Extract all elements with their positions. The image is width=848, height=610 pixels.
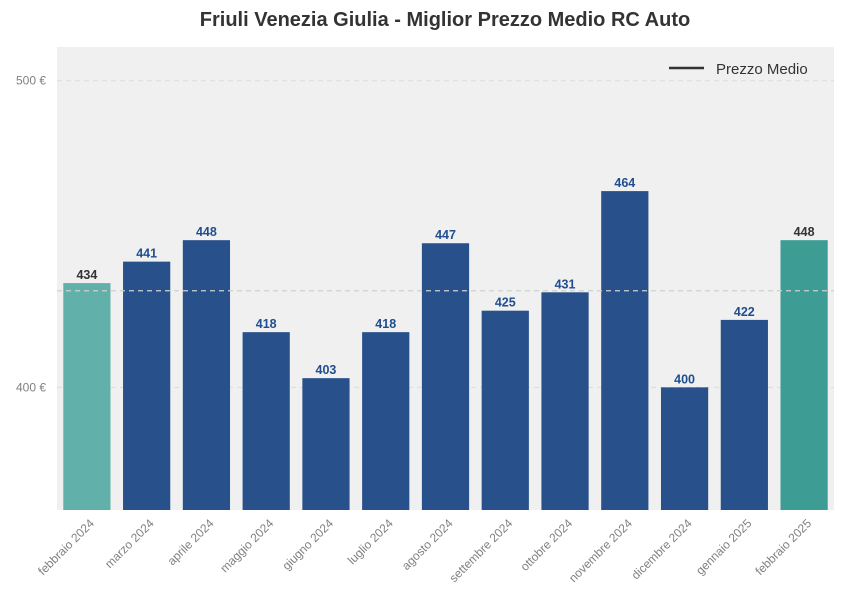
bar (63, 283, 111, 510)
bar (242, 332, 290, 510)
x-tick-label: febbraio 2024 (35, 516, 97, 578)
bar-value-label: 448 (196, 225, 217, 239)
bar-value-label: 403 (316, 363, 337, 377)
bar (123, 261, 171, 510)
bar (182, 240, 231, 510)
bar (362, 332, 410, 510)
bar-value-label: 448 (794, 225, 815, 239)
x-tick-label: aprile 2024 (165, 516, 217, 568)
bar (780, 240, 828, 510)
bar (481, 310, 529, 510)
x-tick-label: marzo 2024 (102, 516, 157, 571)
bar (421, 243, 470, 510)
x-tick-label: luglio 2024 (345, 516, 396, 567)
bar-value-label: 425 (495, 296, 516, 310)
bar-value-label: 447 (435, 228, 456, 242)
legend-label: Prezzo Medio (716, 61, 808, 78)
x-tick-label: novembre 2024 (566, 516, 635, 585)
x-tick-label: agosto 2024 (399, 516, 456, 573)
x-axis: febbraio 2024 marzo 2024 aprile 2024 maggio… (35, 516, 814, 585)
bar (720, 319, 768, 510)
bar (660, 387, 709, 510)
bar-value-label: 464 (614, 176, 635, 190)
bars (63, 191, 828, 510)
bar-value-label: 418 (375, 317, 396, 331)
y-tick-label: 400 € (16, 380, 46, 394)
chart-title: Friuli Venezia Giulia - Miglior Prezzo M… (200, 9, 690, 31)
bar (302, 378, 350, 510)
x-tick-label: ottobre 2024 (518, 516, 576, 574)
data-labels: 434 441 448 418 403 418 447 425 431 464 400 422 448 (76, 176, 814, 386)
bar (601, 191, 649, 510)
bar-value-label: 418 (256, 317, 277, 331)
y-tick-label: 500 € (16, 74, 46, 88)
x-tick-label: febbraio 2025 (752, 516, 814, 578)
bar-value-label: 422 (734, 305, 755, 319)
bar (541, 292, 589, 510)
x-tick-label: maggio 2024 (217, 516, 276, 575)
x-tick-label: gennaio 2025 (693, 516, 755, 578)
x-tick-label: settembre 2024 (447, 516, 516, 585)
bar-value-label: 400 (674, 372, 695, 386)
bar-value-label: 441 (136, 247, 157, 261)
bar-value-label: 431 (555, 277, 576, 291)
legend: Prezzo Medio (669, 61, 808, 78)
bar-value-label: 434 (76, 268, 97, 282)
y-axis: 400 € 500 € (16, 74, 46, 395)
x-tick-label: dicembre 2024 (629, 516, 695, 582)
x-tick-label: giugno 2024 (279, 516, 336, 573)
